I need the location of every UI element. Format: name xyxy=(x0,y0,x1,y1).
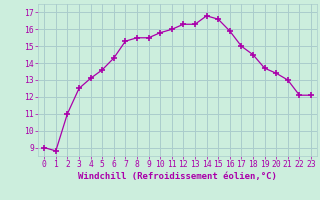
X-axis label: Windchill (Refroidissement éolien,°C): Windchill (Refroidissement éolien,°C) xyxy=(78,172,277,181)
